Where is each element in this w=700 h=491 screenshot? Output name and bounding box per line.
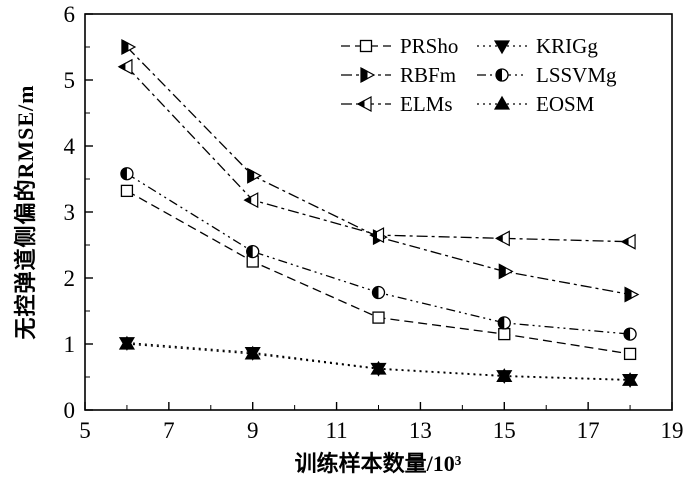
legend-label: RBFm: [400, 63, 456, 87]
legend-entry-ELMs: ELMs: [341, 92, 453, 116]
y-axis-label: 无控弹道侧偏的RMSE/m: [13, 84, 38, 340]
x-tick-label: 11: [325, 418, 347, 443]
x-axis-label: 训练样本数量/10³: [294, 451, 462, 476]
y-axis: 0 1 2 3 4 5 6: [64, 2, 93, 423]
x-tick-label: 19: [661, 418, 684, 443]
legend: PRSho KRIGg RBFm LSSVMg ELMs EOSM: [341, 34, 617, 116]
legend-label: EOSM: [536, 92, 595, 116]
y-tick-label: 1: [64, 332, 76, 357]
legend-label: KRIGg: [536, 34, 598, 58]
series-ELMs: [117, 58, 636, 250]
x-tick-label: 17: [577, 418, 600, 443]
y-tick-label: 4: [64, 134, 76, 159]
x-tick-label: 7: [163, 418, 175, 443]
legend-entry-LSSVMg: LSSVMg: [477, 63, 617, 87]
legend-label: ELMs: [400, 92, 453, 116]
y-tick-label: 6: [64, 2, 76, 27]
legend-label: PRSho: [400, 34, 458, 58]
legend-entry-RBFm: RBFm: [341, 63, 456, 87]
legend-entry-PRSho: PRSho: [341, 34, 458, 58]
y-tick-label: 2: [64, 266, 76, 291]
x-tick-label: 15: [493, 418, 516, 443]
y-tick-label: 5: [64, 68, 76, 93]
series-EOSM: [118, 335, 639, 386]
legend-entry-EOSM: EOSM: [477, 92, 595, 116]
legend-label: LSSVMg: [536, 63, 617, 87]
y-tick-label: 0: [64, 398, 76, 423]
x-axis: 5 7 9 11 13 15 17 19: [79, 402, 684, 443]
x-tick-label: 13: [409, 418, 432, 443]
legend-entry-KRIGg: KRIGg: [477, 34, 598, 58]
y-tick-label: 3: [64, 200, 76, 225]
series-LSSVMg: [120, 167, 637, 341]
x-tick-label: 5: [79, 418, 91, 443]
series-PRSho: [120, 184, 637, 361]
x-tick-label: 9: [247, 418, 259, 443]
